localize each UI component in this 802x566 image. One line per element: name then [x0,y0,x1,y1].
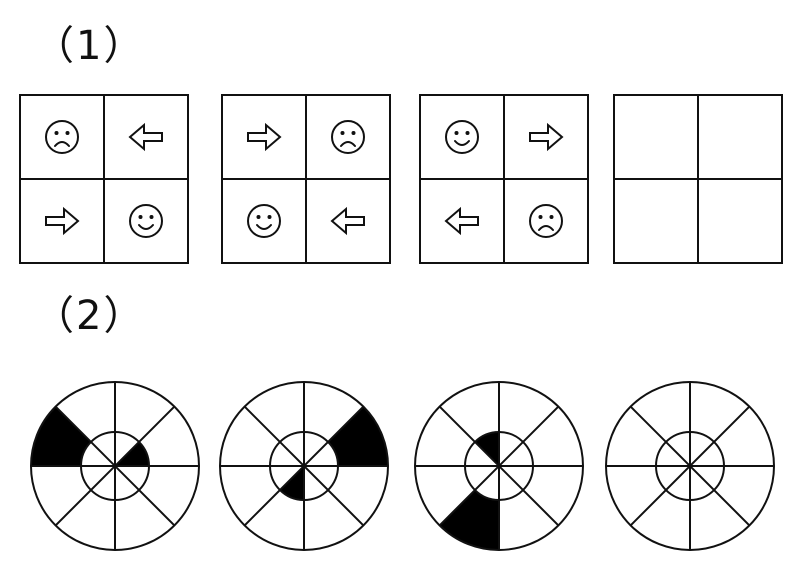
happy-face-icon [129,204,163,238]
shaded-sector-outer [328,406,388,466]
face-eye [465,131,470,135]
left-arrow-icon [330,206,365,236]
grid-panel-2 [221,94,391,264]
face-outline [529,204,563,238]
face-outline [129,204,163,238]
shaded-sector-outer [439,490,499,550]
left-arrow-icon [444,206,479,236]
arrow-shape [529,122,564,152]
left-arrow-icon [128,122,163,152]
shaded-sector-inner [115,441,149,466]
arrow-shape [45,206,80,236]
circle-panel-4 [605,381,775,551]
face-eye [351,131,356,135]
sad-face-icon [529,204,563,238]
face-mouth [340,141,356,147]
face-outline [45,120,79,154]
face-eye [256,215,261,219]
face-eye [340,131,345,135]
face-mouth [538,225,554,231]
face-outline [247,204,281,238]
grid-panel-4 [613,94,783,264]
face-eye [54,131,59,135]
arrow-shape [444,206,479,236]
shaded-sector-outer [31,406,91,466]
arrow-shape [330,206,365,236]
face-eye [65,131,70,135]
circle-panel-2 [219,381,389,551]
sad-face-icon [331,120,365,154]
sector-divider [438,405,560,527]
face-eye [267,215,272,219]
face-eye [138,215,143,219]
face-mouth [454,140,470,146]
face-eye [149,215,154,219]
arrow-shape [247,122,282,152]
face-mouth [138,224,154,230]
sad-face-icon [45,120,79,154]
circle-panel-1 [30,381,200,551]
happy-face-icon [445,120,479,154]
sector-divider [54,405,176,527]
right-arrow-icon [45,206,80,236]
face-outline [445,120,479,154]
right-arrow-icon [247,122,282,152]
face-eye [538,215,543,219]
right-arrow-icon [529,122,564,152]
shaded-sector-inner [279,466,304,500]
face-mouth [54,141,70,147]
face-eye [549,215,554,219]
grid-panel-3 [419,94,589,264]
circle-panel-3 [414,381,584,551]
grid-panel-1 [19,94,189,264]
face-outline [331,120,365,154]
happy-face-icon [247,204,281,238]
problem-1-label: （1） [34,23,146,69]
shaded-sector-inner [474,432,499,466]
sector-divider [243,405,365,527]
sector-divider [629,405,751,527]
face-mouth [256,224,272,230]
face-eye [454,131,459,135]
arrow-shape [128,122,163,152]
problem-2-label: （2） [34,293,146,339]
